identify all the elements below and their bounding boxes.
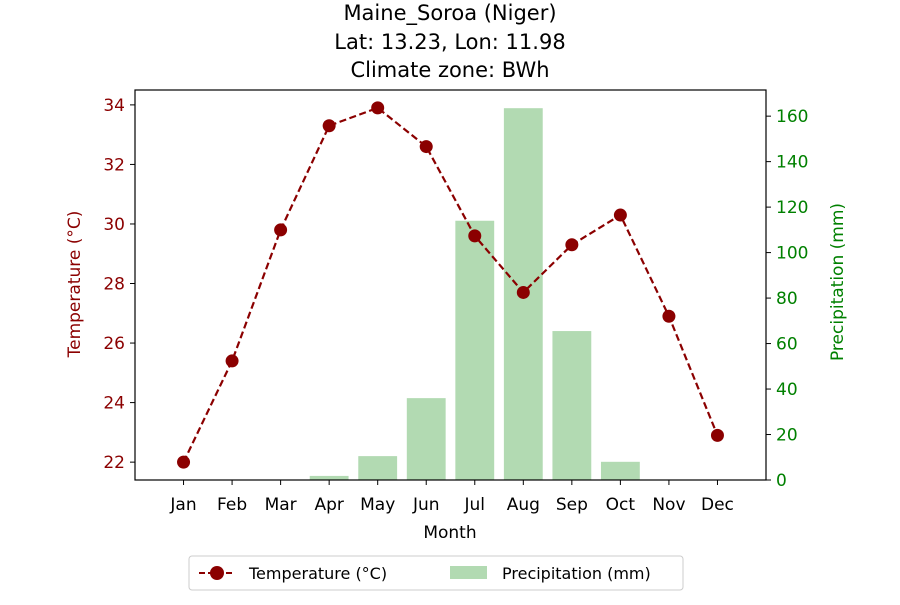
x-axis-label: Month <box>423 523 476 543</box>
axes: 22 24 26 28 30 32 34 0 20 40 60 80 100 120 140 160 Jan Fe… <box>103 89 808 515</box>
y-left-tick-label: 28 <box>103 275 125 295</box>
y-right-tick-label: 160 <box>776 107 808 127</box>
x-tick-label: Oct <box>606 495 636 515</box>
legend: Temperature (°C) Precipitation (mm) <box>188 555 684 591</box>
x-tick-label: Sep <box>556 495 588 515</box>
temperature-line-layer <box>177 101 724 469</box>
temperature-point-aug <box>516 285 530 299</box>
temperature-point-jan <box>177 455 191 469</box>
y-axis-right-label: Precipitation (mm) <box>828 203 848 361</box>
x-tick-label: Dec <box>701 495 734 515</box>
legend-temperature-label: Temperature (°C) <box>248 564 387 583</box>
x-tick-label: Jan <box>169 495 196 515</box>
chart-title-line: Maine_Soroa (Niger) <box>343 1 556 26</box>
x-tick-label: Feb <box>217 495 247 515</box>
temperature-point-jun <box>419 140 433 154</box>
chart-subtitle-climate-zone: Climate zone: BWh <box>350 58 549 82</box>
legend-precipitation-label: Precipitation (mm) <box>502 564 651 583</box>
x-tick-label: May <box>360 495 395 515</box>
chart-title: Maine_Soroa (Niger) Lat: 13.23, Lon: 11.… <box>334 1 565 82</box>
x-tick-label: Jul <box>464 495 486 515</box>
temperature-point-mar <box>274 223 288 237</box>
legend-frame <box>188 555 684 591</box>
x-tick-label: Mar <box>265 495 297 515</box>
temperature-point-dec <box>710 428 724 442</box>
y-left-tick-label: 26 <box>103 334 125 354</box>
y-axis-left-label: Temperature (°C) <box>65 211 85 359</box>
x-tick-label: Nov <box>652 495 685 515</box>
x-tick-label: Aug <box>507 495 540 515</box>
temperature-series-line <box>182 106 719 463</box>
precipitation-bar-apr <box>309 475 349 480</box>
y-right-tick-label: 120 <box>776 198 808 218</box>
y-left-tick-label: 32 <box>103 155 125 175</box>
temperature-point-may <box>371 101 385 115</box>
plot-frame <box>134 89 767 481</box>
y-right-tick-label: 40 <box>776 380 798 400</box>
precipitation-bar-may <box>358 456 398 480</box>
y-right-tick-label: 140 <box>776 153 808 173</box>
y-left-tick-label: 22 <box>103 453 125 473</box>
x-tick-label: Apr <box>314 495 343 515</box>
temperature-point-jul <box>468 229 482 243</box>
y-right-tick-label: 0 <box>776 471 787 491</box>
precipitation-bar-jul <box>455 220 495 481</box>
temperature-point-nov <box>662 309 676 323</box>
y-left-tick-label: 24 <box>103 394 125 414</box>
temperature-point-oct <box>613 208 627 222</box>
y-left-tick-label: 30 <box>103 215 125 235</box>
y-left-tick-label: 34 <box>103 96 125 116</box>
legend-precipitation-swatch <box>450 566 487 579</box>
chart-subtitle-coordinates: Lat: 13.23, Lon: 11.98 <box>334 30 565 54</box>
precipitation-bar-sep <box>552 331 592 480</box>
y-right-tick-label: 100 <box>776 244 808 264</box>
legend-temperature-marker <box>210 566 224 580</box>
precipitation-bar-jun <box>406 398 446 480</box>
y-right-tick-label: 20 <box>776 426 798 446</box>
y-right-tick-label: 60 <box>776 335 798 355</box>
temperature-point-feb <box>225 354 239 368</box>
precipitation-bar-oct <box>600 461 640 480</box>
y-right-tick-label: 80 <box>776 289 798 309</box>
temperature-point-sep <box>565 238 579 252</box>
x-tick-label: Jun <box>412 495 440 515</box>
temperature-point-apr <box>322 119 336 133</box>
